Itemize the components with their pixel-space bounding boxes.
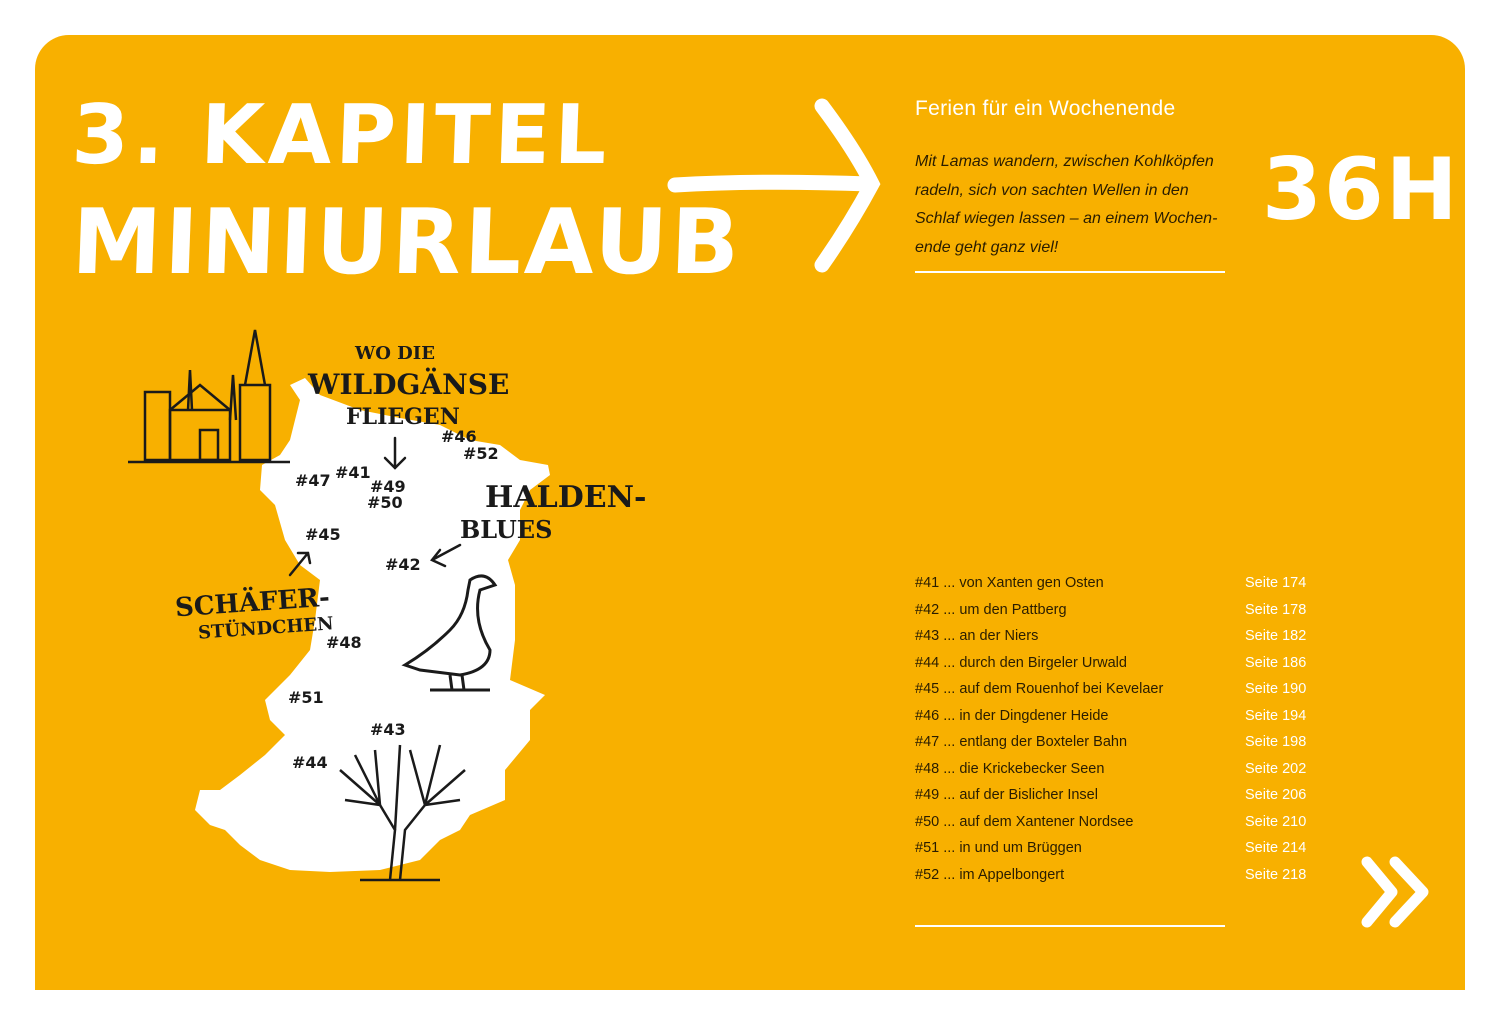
toc-entry-page: Seite 190 <box>1245 681 1307 698</box>
arrow-right-icon <box>667 98 881 273</box>
toc-entry-page: Seite 202 <box>1245 760 1307 777</box>
toc-entry-title: #48 ... die Krickebecker Seen <box>915 760 1105 777</box>
toc-entry-title: #51 ... in und um Brüggen <box>915 840 1082 857</box>
toc-entry-page: Seite 182 <box>1245 628 1307 645</box>
map-marker: #50 <box>367 493 403 512</box>
divider-top <box>915 271 1225 273</box>
chapter-intro: Mit Lamas wandern, zwischen Kohlköpfen r… <box>915 153 1218 256</box>
toc-entry-page: Seite 218 <box>1245 866 1307 883</box>
toc-entry[interactable]: #47 ... entlang der Boxteler Bahn Seite 1… <box>915 729 1315 756</box>
toc-entry-title: #43 ... an der Niers <box>915 628 1039 645</box>
toc-entry[interactable]: #50 ... auf dem Xantener Nordsee Seite 21… <box>915 809 1315 836</box>
toc-entry[interactable]: #42 ... um den Pattberg Seite 178 <box>915 597 1315 624</box>
toc-entry[interactable]: #49 ... auf der Bislicher Insel Seite 206 <box>915 782 1315 809</box>
map-marker: #47 <box>295 471 331 490</box>
toc-entry-page: Seite 210 <box>1245 813 1307 830</box>
toc-entry-title: #47 ... entlang der Boxteler Bahn <box>915 734 1128 751</box>
callout-wildgaense-line3: FLIEGEN <box>346 404 460 430</box>
divider-bottom <box>915 925 1225 927</box>
map-marker: #51 <box>288 688 324 707</box>
toc-entry-page: Seite 198 <box>1245 734 1307 751</box>
map-region <box>195 378 550 872</box>
toc-entry-title: #44 ... durch den Birgeler Urwald <box>915 654 1127 671</box>
toc-entry-title: #46 ... in der Dingdener Heide <box>915 707 1109 724</box>
toc-entry-page: Seite 186 <box>1245 654 1307 671</box>
goose-icon <box>401 574 498 692</box>
toc-entry-title: #41 ... von Xanten gen Osten <box>915 575 1104 592</box>
toc-entry-title: #49 ... auf der Bislicher Insel <box>915 787 1098 804</box>
callout-wildgaense-line1: WO DIE <box>355 343 435 364</box>
toc-entry-page: Seite 214 <box>1245 840 1307 857</box>
toc-entry-page: Seite 206 <box>1245 787 1307 804</box>
chapter-subtitle: Ferien für ein Wochenende <box>915 97 1176 120</box>
toc-entry[interactable]: #51 ... in und um Brüggen Seite 214 <box>915 835 1315 862</box>
toc-entry-title: #45 ... auf dem Rouenhof bei Kevelaer <box>915 681 1164 698</box>
toc-entry-title: #50 ... auf dem Xantener Nordsee <box>915 813 1134 830</box>
toc-entry-page: Seite 174 <box>1245 575 1307 592</box>
callout-halden-line2: BLUES <box>460 515 553 544</box>
toc-entry[interactable]: #45 ... auf dem Rouenhof bei Kevelaer Sei… <box>915 676 1315 703</box>
map-marker: #52 <box>463 444 499 463</box>
toc-entry[interactable]: #41 ... von Xanten gen Osten Seite 174 <box>915 570 1315 597</box>
callout-wildgaense-line2: WILDGÄNSE <box>308 368 510 401</box>
toc-entry[interactable]: #44 ... durch den Birgeler Urwald Seite 1… <box>915 650 1315 677</box>
map-marker: #42 <box>385 555 421 574</box>
map-marker: #44 <box>292 753 328 772</box>
toc-entry-page: Seite 178 <box>1245 601 1307 618</box>
toc-entry[interactable]: #46 ... in der Dingdener Heide Seite 194 <box>915 703 1315 730</box>
toc-entry[interactable]: #52 ... im Appelbongert Seite 218 <box>915 862 1315 889</box>
table-of-contents: #41 ... von Xanten gen Osten Seite 174 #42… <box>915 570 1315 888</box>
map-marker: #48 <box>326 633 362 652</box>
toc-entry-title: #42 ... um den Pattberg <box>915 601 1067 618</box>
pointer-arrows <box>288 436 462 577</box>
toc-entry-title: #52 ... im Appelbongert <box>915 866 1065 883</box>
map-marker: #46 <box>441 427 477 446</box>
map-marker: #49 <box>370 477 406 496</box>
duration-label: 36H <box>1262 140 1460 240</box>
toc-entry[interactable]: #43 ... an der Niers Seite 182 <box>915 623 1315 650</box>
willow-tree-icon <box>339 744 466 882</box>
map-marker: #45 <box>305 525 341 544</box>
toc-entry-page: Seite 194 <box>1245 707 1307 724</box>
toc-entry[interactable]: #48 ... die Krickebecker Seen Seite 202 <box>915 756 1315 783</box>
map-marker: #43 <box>370 720 406 739</box>
double-chevron-right-icon[interactable] <box>1361 856 1429 928</box>
map-marker: #41 <box>335 463 371 482</box>
castle-icon <box>128 329 290 464</box>
callout-halden-line1: HALDEN- <box>485 480 647 515</box>
